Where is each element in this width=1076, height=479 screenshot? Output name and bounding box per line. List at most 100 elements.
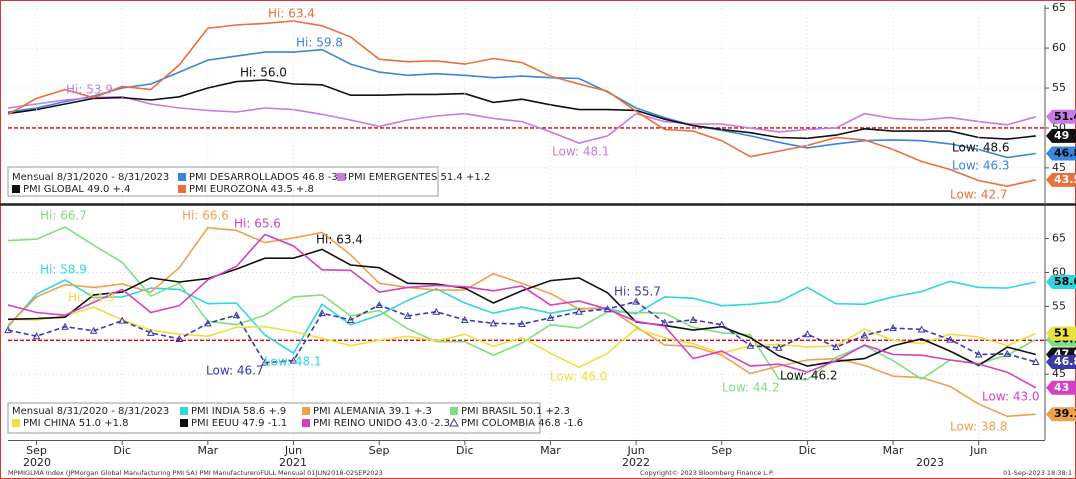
y-tick-label: 45 bbox=[1052, 161, 1066, 174]
annotation: Low: 42.7 bbox=[950, 188, 1008, 202]
series-line bbox=[7, 278, 1036, 355]
footer-source: MPMIGLMA Index (JPMorgan Global Manufact… bbox=[8, 469, 383, 477]
series-marker bbox=[889, 324, 897, 332]
series-marker bbox=[1003, 349, 1012, 357]
x-tick-label: Dic bbox=[113, 444, 131, 457]
x-tick-label: Jun bbox=[627, 444, 645, 457]
x-tick-label: Sep bbox=[26, 444, 47, 457]
end-tag-label: 51.4 bbox=[1054, 110, 1076, 123]
annotation: Low: 46.7 bbox=[206, 364, 264, 378]
end-tag bbox=[1046, 146, 1076, 161]
y-tick-label: 45 bbox=[1052, 367, 1066, 380]
series-marker bbox=[1031, 357, 1040, 365]
end-tag bbox=[1046, 172, 1076, 187]
annotation: Hi: 56.0 bbox=[240, 66, 287, 80]
legend-detail: 43.0 -2.3 bbox=[405, 418, 450, 429]
end-tag bbox=[1046, 326, 1076, 341]
series-line bbox=[7, 248, 1037, 367]
series-line bbox=[7, 95, 1037, 144]
legend-name: PMI REINO UNIDO bbox=[313, 418, 402, 429]
legend-entry: PMI DESARROLLADOS 46.8 -3.3 bbox=[189, 172, 347, 183]
annotation: Hi: 55.7 bbox=[614, 285, 661, 299]
series-marker bbox=[489, 319, 498, 327]
annotation: Low: 43.0 bbox=[982, 390, 1040, 404]
legend-entry: PMI EUROZONA 43.5 +.8 bbox=[189, 184, 314, 195]
annotation: Low: 48.6 bbox=[952, 141, 1010, 155]
series-marker bbox=[575, 307, 583, 315]
end-tag-label: 51 bbox=[1054, 327, 1069, 340]
x-tick-label: Dic bbox=[456, 444, 474, 457]
series-marker bbox=[603, 305, 612, 313]
annotation: Hi: 66.6 bbox=[182, 209, 229, 223]
end-tag-label: 58.6 bbox=[1054, 275, 1076, 288]
legend-entry: PMI CHINA 51.0 +1.8 bbox=[23, 418, 128, 429]
legend-detail: 51.4 +1.2 bbox=[441, 172, 491, 183]
annotation: Low: 38.8 bbox=[950, 420, 1008, 434]
legend-swatch bbox=[12, 419, 20, 427]
legend-entry: PMI BRASIL 50.1 +2.3 bbox=[461, 406, 570, 417]
series-marker bbox=[803, 330, 812, 338]
legend-detail: 39.1 +.3 bbox=[388, 406, 431, 417]
end-tag-label: 43.5 bbox=[1054, 173, 1076, 186]
series-marker bbox=[403, 311, 412, 319]
y-tick-label: 60 bbox=[1052, 41, 1066, 54]
legend-detail: 46.8 -1.6 bbox=[538, 418, 583, 429]
series-marker bbox=[917, 325, 926, 333]
footer-timestamp: 01-Sep-2023 18:38:1 bbox=[1003, 469, 1072, 477]
legend-name: PMI DESARROLLADOS bbox=[189, 172, 299, 183]
annotation: Hi: 58.9 bbox=[40, 263, 87, 277]
series-marker bbox=[146, 328, 155, 336]
end-tag bbox=[1046, 380, 1076, 395]
x-tick-label: Mar bbox=[197, 444, 218, 457]
legend-name: PMI EEUU bbox=[191, 418, 239, 429]
end-tag bbox=[1046, 274, 1076, 289]
end-tag bbox=[1046, 355, 1076, 369]
end-tag-label: 49 bbox=[1054, 129, 1069, 142]
y-tick-label: 65 bbox=[1052, 232, 1066, 245]
legend-name: PMI ALEMANIA bbox=[313, 406, 385, 417]
legend-name: PMI CHINA bbox=[23, 418, 76, 429]
series-line bbox=[7, 226, 1036, 418]
series-marker bbox=[61, 322, 69, 330]
end-tag-label: 43 bbox=[1054, 381, 1069, 394]
series-marker bbox=[432, 307, 441, 315]
annotation: Low: 44.2 bbox=[722, 381, 780, 395]
x-tick-label: Mar bbox=[883, 444, 904, 457]
series-line bbox=[7, 79, 1036, 140]
series-marker bbox=[660, 318, 669, 326]
legend-swatch bbox=[180, 407, 188, 415]
legend-entry: PMI EMERGENTES 51.4 +1.2 bbox=[348, 172, 490, 183]
annotation: Low: 46.3 bbox=[952, 159, 1010, 173]
series-line bbox=[7, 233, 1037, 389]
legend-entry: PMI INDIA 58.6 +.9 bbox=[191, 406, 286, 417]
series-marker bbox=[204, 319, 212, 327]
series-marker bbox=[832, 343, 840, 351]
y-tick-label: 55 bbox=[1052, 81, 1066, 94]
series-marker bbox=[346, 315, 355, 323]
series-marker bbox=[860, 331, 869, 339]
end-tag bbox=[1046, 128, 1076, 143]
legend-box bbox=[7, 166, 439, 197]
end-tag-label: 46.8 bbox=[1054, 355, 1076, 368]
series-marker bbox=[375, 300, 383, 309]
legend-detail: 50.1 +2.3 bbox=[520, 406, 570, 417]
series-marker bbox=[289, 356, 298, 364]
end-tag-label: 39.1 bbox=[1054, 407, 1076, 420]
end-tag-label: 46.8 bbox=[1054, 147, 1076, 160]
annotation: Hi: 66.7 bbox=[40, 209, 87, 223]
x-year-label: 2022 bbox=[622, 456, 650, 469]
series-line bbox=[7, 300, 1037, 364]
annotation: Hi: 63.4 bbox=[316, 233, 363, 247]
annotation: Low: 46.2 bbox=[780, 369, 838, 383]
x-tick-label: Jun bbox=[969, 444, 987, 457]
legend-name: PMI COLOMBIA bbox=[461, 418, 535, 429]
series-marker bbox=[118, 316, 127, 324]
annotation: Hi: 63.4 bbox=[268, 7, 315, 21]
legend-entry: PMI GLOBAL 49.0 +.4 bbox=[23, 184, 130, 195]
x-tick-label: Dic bbox=[799, 444, 817, 457]
legend-swatch bbox=[302, 419, 310, 427]
y-tick-label: 65 bbox=[1052, 1, 1066, 14]
series-marker bbox=[89, 326, 98, 334]
series-marker bbox=[318, 309, 326, 317]
